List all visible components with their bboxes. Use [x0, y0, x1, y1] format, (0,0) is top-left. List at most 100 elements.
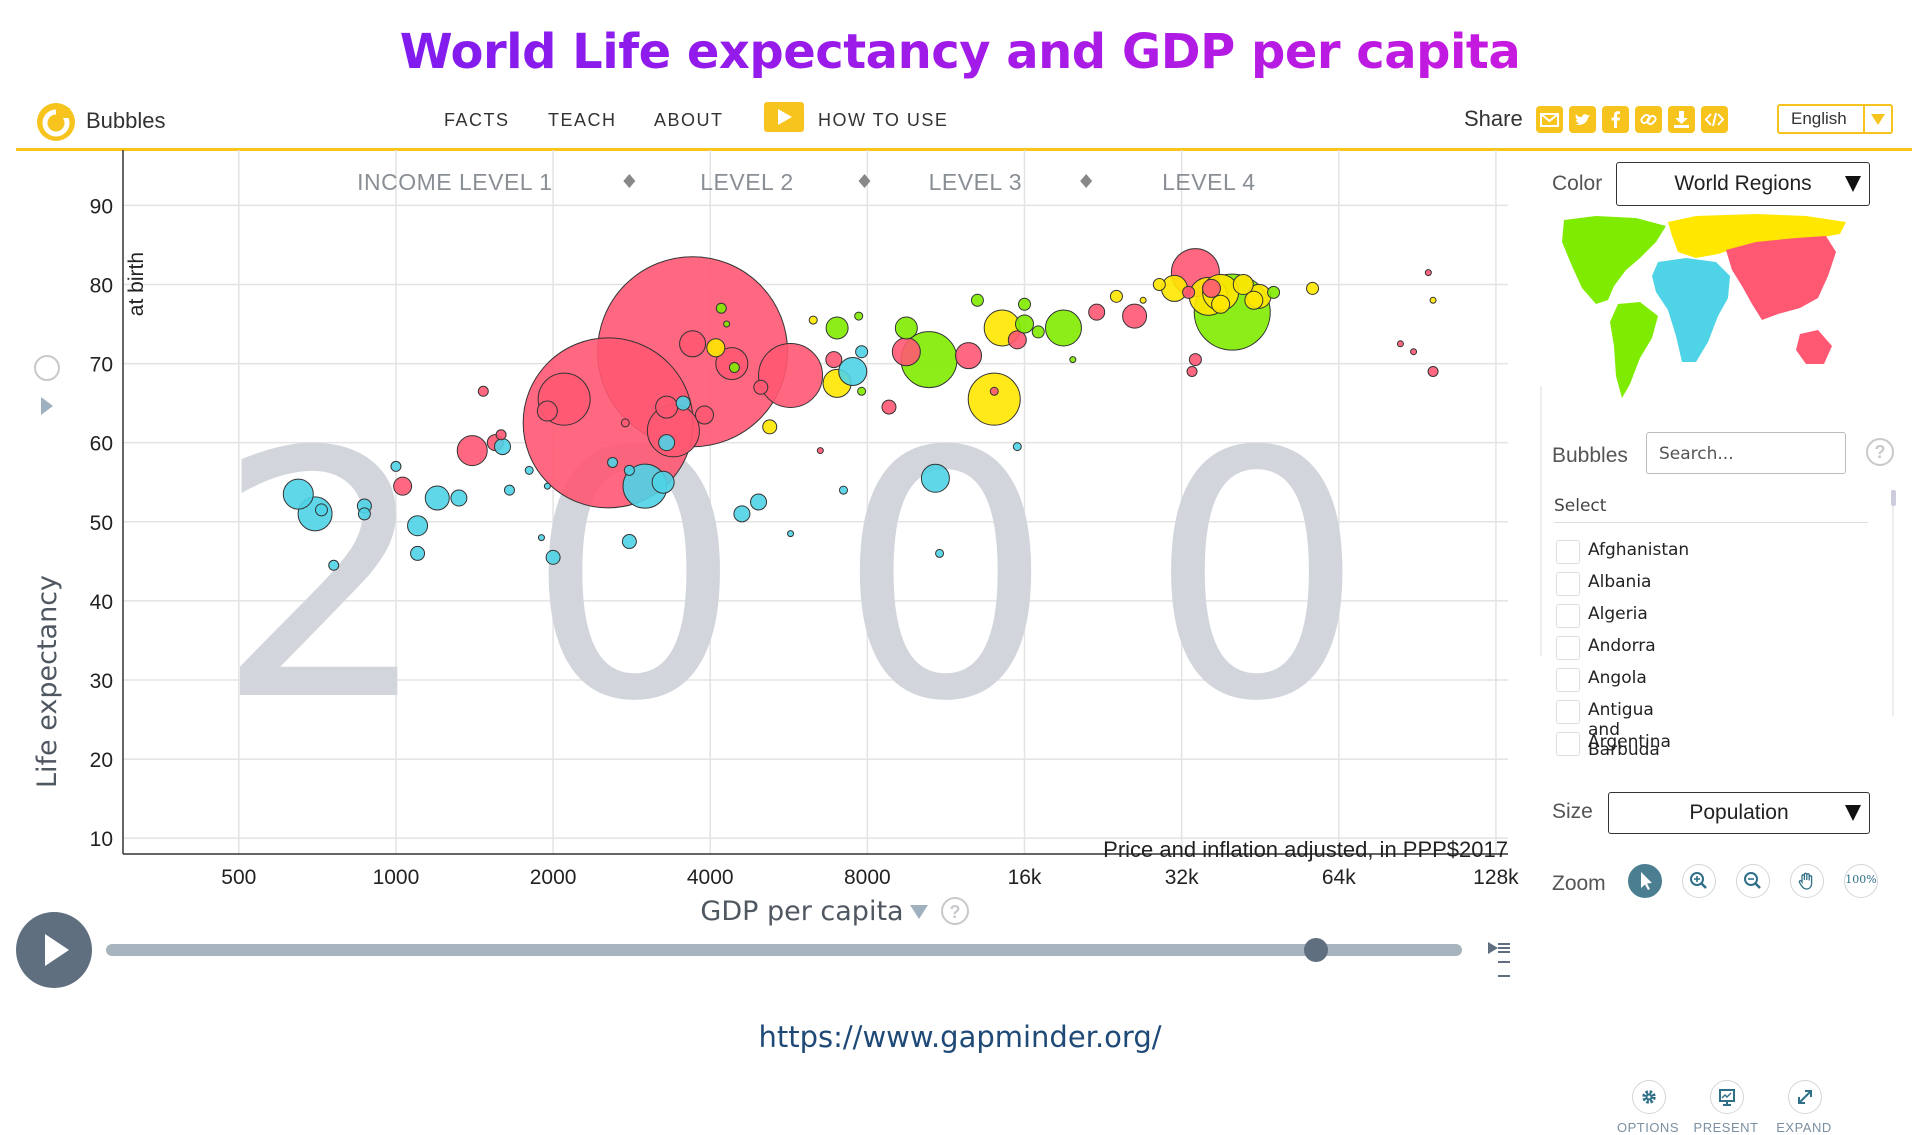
color-select[interactable]: World Regions: [1616, 162, 1870, 206]
bubble-asia[interactable]: [679, 330, 707, 358]
bubble-europe[interactable]: [1429, 296, 1437, 304]
bubble-africa[interactable]: [733, 505, 751, 523]
bubble-asia[interactable]: [620, 418, 630, 428]
download-icon[interactable]: [1668, 106, 1695, 133]
bubble-europe[interactable]: [1152, 277, 1166, 291]
bubble-americas[interactable]: [728, 362, 740, 374]
bubble-americas[interactable]: [1069, 356, 1077, 364]
map-europe[interactable]: [1668, 214, 1846, 258]
mail-icon[interactable]: [1536, 106, 1563, 133]
bubble-americas[interactable]: [1031, 325, 1045, 339]
checkbox[interactable]: [1556, 636, 1580, 660]
bubble-americas[interactable]: [715, 302, 727, 314]
map-americas[interactable]: [1562, 216, 1666, 398]
zoom-reset-button[interactable]: 100%: [1844, 864, 1878, 898]
bubble-africa[interactable]: [282, 478, 314, 510]
bubble-africa[interactable]: [493, 438, 511, 456]
bubble-africa[interactable]: [545, 549, 561, 565]
play-button[interactable]: [16, 912, 92, 988]
bubble-chart[interactable]: 2000 INCOME LEVEL 1 LEVEL 2 LEVEL 3 LEVEL 4…: [0, 150, 1530, 990]
bubble-europe[interactable]: [1244, 290, 1264, 310]
bubble-europe[interactable]: [1232, 273, 1254, 295]
bubble-africa[interactable]: [1012, 442, 1022, 452]
embed-code-icon[interactable]: [1701, 106, 1728, 133]
bubble-asia[interactable]: [891, 337, 921, 367]
bubble-americas[interactable]: [723, 320, 731, 328]
bubble-africa[interactable]: [621, 534, 637, 550]
bubble-asia[interactable]: [495, 429, 507, 441]
link-icon[interactable]: [1635, 106, 1662, 133]
present-label[interactable]: PRESENT: [1693, 1120, 1759, 1135]
bubble-asia[interactable]: [955, 342, 983, 370]
checkbox[interactable]: [1556, 572, 1580, 596]
bubble-africa[interactable]: [410, 545, 426, 561]
bubble-asia[interactable]: [1188, 353, 1202, 367]
bubble-africa[interactable]: [750, 493, 768, 511]
bubble-asia[interactable]: [655, 395, 679, 419]
bubble-americas[interactable]: [1044, 309, 1082, 347]
nav-facts[interactable]: FACTS: [444, 110, 510, 130]
timeline-handle[interactable]: [1304, 938, 1328, 962]
bubble-europe[interactable]: [1306, 281, 1320, 295]
bubble-americas[interactable]: [1267, 285, 1281, 299]
play-video-icon[interactable]: [764, 102, 804, 132]
map-africa[interactable]: [1652, 258, 1730, 362]
bubble-asia[interactable]: [825, 351, 843, 369]
expand-label[interactable]: EXPAND: [1776, 1120, 1832, 1135]
bubbles-logo-icon[interactable]: [36, 102, 76, 142]
expand-icon[interactable]: [1788, 1080, 1822, 1114]
bubble-africa[interactable]: [390, 460, 402, 472]
search-input[interactable]: Search...: [1646, 432, 1846, 474]
bubbles[interactable]: [282, 248, 1439, 571]
world-regions-map[interactable]: [1556, 212, 1868, 402]
scrollbar-thumb[interactable]: [1891, 490, 1896, 506]
bubble-asia[interactable]: [881, 399, 897, 415]
y-axis-title-group[interactable]: Life expectancy: [32, 355, 63, 788]
x-axis-dropdown-icon[interactable]: [910, 905, 928, 919]
facebook-icon[interactable]: [1602, 106, 1629, 133]
bubble-asia[interactable]: [694, 405, 714, 425]
bubble-asia[interactable]: [1424, 269, 1432, 277]
bubble-asia[interactable]: [989, 386, 999, 396]
source-url[interactable]: https://www.gapminder.org/: [758, 1020, 1162, 1054]
checkbox[interactable]: [1556, 732, 1580, 756]
bubble-europe[interactable]: [1211, 294, 1231, 314]
bubble-africa[interactable]: [651, 470, 675, 494]
bubble-europe[interactable]: [1109, 289, 1123, 303]
bubble-americas[interactable]: [825, 316, 849, 340]
bubble-americas[interactable]: [854, 311, 864, 321]
bubble-asia[interactable]: [393, 476, 413, 496]
y-axis-title[interactable]: Life expectancy: [32, 575, 63, 788]
y-axis-dropdown-icon[interactable]: [41, 397, 53, 415]
bubble-africa[interactable]: [675, 395, 691, 411]
bubble-africa[interactable]: [935, 548, 945, 558]
options-label[interactable]: OPTIONS: [1616, 1120, 1679, 1135]
nav-how-to-use[interactable]: HOW TO USE: [818, 110, 949, 130]
bubble-asia[interactable]: [456, 435, 488, 467]
bubble-americas[interactable]: [1018, 297, 1032, 311]
map-asia[interactable]: [1726, 236, 1836, 364]
bubble-asia[interactable]: [536, 400, 558, 422]
pointer-icon[interactable]: [1628, 864, 1662, 898]
bubble-asia[interactable]: [1410, 348, 1418, 356]
x-axis-title-group[interactable]: GDP per capita ?: [700, 896, 969, 927]
bubble-africa[interactable]: [503, 484, 515, 496]
bubble-europe[interactable]: [706, 338, 726, 358]
checkbox[interactable]: [1556, 700, 1580, 724]
bubble-africa[interactable]: [543, 482, 551, 490]
x-axis-help-icon[interactable]: [941, 897, 969, 925]
bubble-asia[interactable]: [816, 447, 824, 455]
bubble-africa[interactable]: [407, 515, 429, 537]
nav-teach[interactable]: TEACH: [548, 110, 617, 130]
bubble-africa[interactable]: [838, 485, 848, 495]
bubble-africa[interactable]: [314, 503, 328, 517]
size-select[interactable]: Population: [1608, 792, 1870, 834]
zoom-in-icon[interactable]: [1682, 864, 1716, 898]
y-axis-help-icon[interactable]: [34, 355, 60, 381]
pan-hand-icon[interactable]: [1790, 864, 1824, 898]
app-name[interactable]: Bubbles: [86, 108, 166, 133]
nav-about[interactable]: ABOUT: [654, 110, 724, 130]
bubble-africa[interactable]: [450, 489, 468, 507]
bubble-asia[interactable]: [1007, 330, 1027, 350]
x-axis-title[interactable]: GDP per capita: [700, 896, 903, 927]
